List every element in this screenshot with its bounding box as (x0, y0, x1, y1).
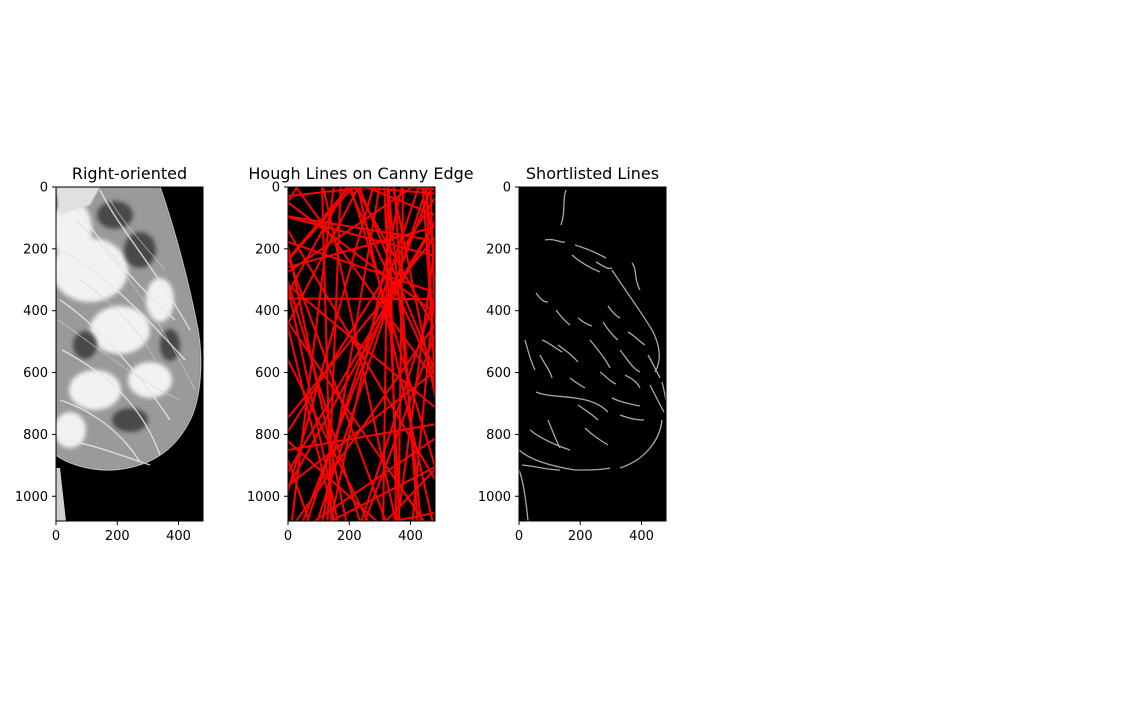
x-tick-label: 0 (515, 529, 523, 544)
hough-line (288, 235, 435, 420)
hough-line (288, 187, 355, 262)
x-tick-label: 0 (52, 529, 60, 544)
panel-title: Shortlisted Lines (526, 164, 659, 183)
y-tick-label: 800 (255, 428, 280, 443)
hough-line (329, 465, 435, 521)
hough-line (288, 187, 378, 198)
hough-line (288, 187, 289, 196)
hough-line (421, 187, 435, 389)
hough-lines-image (288, 187, 435, 521)
y-tick-label: 800 (486, 428, 511, 443)
panel-right-oriented: Right-oriented (15, 164, 204, 544)
hough-line (288, 320, 425, 521)
panel-title: Right-oriented (72, 164, 187, 183)
hough-line (306, 187, 420, 521)
x-tick-label: 400 (398, 529, 423, 544)
y-tick-label: 200 (255, 242, 280, 257)
hough-line (288, 216, 435, 258)
hough-line (288, 228, 435, 482)
y-tick-label: 600 (23, 366, 48, 381)
y-tick-label: 1000 (15, 490, 48, 505)
hough-line (290, 187, 335, 521)
y-tick-label: 600 (255, 366, 280, 381)
hough-line (301, 187, 433, 521)
hough-line (349, 187, 435, 470)
hough-line (288, 187, 375, 496)
y-tick-label: 200 (23, 242, 48, 257)
shortlisted-lines-image (519, 187, 666, 521)
x-tick-label: 400 (166, 529, 191, 544)
x-tick-label: 200 (337, 529, 362, 544)
hough-line (391, 187, 435, 401)
panel-shortlisted-lines: Shortlisted Lines (478, 164, 667, 544)
y-tick-label: 0 (272, 181, 280, 196)
y-tick-label: 1000 (478, 490, 511, 505)
y-tick-label: 800 (23, 428, 48, 443)
x-tick-label: 400 (629, 529, 654, 544)
hough-line (288, 297, 435, 301)
panel-title: Hough Lines on Canny Edge (248, 164, 473, 183)
hough-line (288, 187, 348, 295)
hough-line (397, 187, 404, 521)
x-tick-label: 0 (284, 529, 292, 544)
y-tick-label: 400 (23, 304, 48, 319)
y-tick-label: 400 (486, 304, 511, 319)
hough-line (387, 187, 398, 521)
hough-line (288, 195, 435, 434)
hough-line (288, 240, 435, 294)
hough-line (389, 511, 435, 521)
hough-line (288, 187, 360, 326)
hough-line (393, 187, 419, 521)
hough-line (396, 236, 435, 521)
hough-line (326, 187, 342, 521)
y-tick-label: 1000 (247, 490, 280, 505)
y-tick-label: 400 (255, 304, 280, 319)
hough-line (387, 187, 422, 521)
hough-line (384, 467, 435, 521)
hough-line (347, 187, 435, 379)
y-tick-label: 600 (486, 366, 511, 381)
hough-line (288, 253, 387, 521)
x-tick-label: 200 (105, 529, 130, 544)
y-tick-label: 0 (40, 181, 48, 196)
hough-line (288, 423, 435, 452)
hough-line (294, 322, 435, 521)
y-tick-label: 0 (503, 181, 511, 196)
mammogram-image (56, 187, 203, 521)
hough-line (288, 357, 370, 521)
hough-line (288, 201, 435, 315)
y-tick-label: 200 (486, 242, 511, 257)
x-tick-label: 200 (568, 529, 593, 544)
panel-hough-lines: Hough Lines on Canny Edge 0 200 400 0 200 400… (247, 164, 474, 544)
